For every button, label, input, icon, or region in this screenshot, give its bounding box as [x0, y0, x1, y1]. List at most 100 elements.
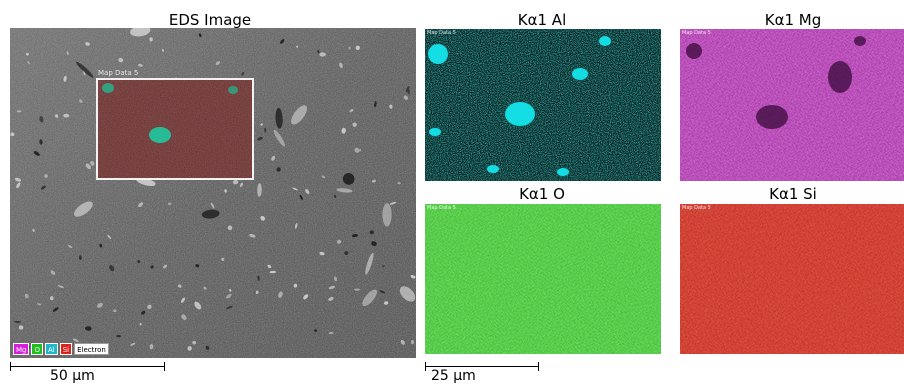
particle [328, 285, 336, 290]
particle [130, 28, 151, 37]
particle [116, 334, 121, 338]
particle [14, 321, 21, 323]
particle [192, 340, 197, 345]
legend-si: Si [59, 343, 73, 355]
particle [99, 243, 103, 248]
particle [291, 105, 308, 125]
particle [257, 275, 260, 281]
particle [333, 194, 337, 198]
particle [292, 187, 298, 191]
particle [10, 132, 15, 137]
particle [118, 57, 124, 63]
particle [339, 62, 343, 68]
particle [328, 297, 334, 301]
particle [275, 107, 283, 129]
particle [147, 304, 152, 310]
particle [141, 310, 146, 315]
particle [232, 179, 239, 185]
particle [137, 260, 141, 264]
particle [130, 342, 136, 346]
particle [359, 148, 362, 152]
map-title-o: Kα1 O [519, 185, 565, 203]
particle [239, 182, 244, 187]
particle [224, 189, 227, 193]
particle [18, 325, 24, 330]
particle [163, 264, 167, 269]
particle [241, 71, 245, 76]
particle [341, 127, 346, 134]
particle [389, 104, 393, 109]
particle [16, 110, 22, 113]
particle [226, 305, 233, 309]
eds-scale-bar: 50 µm [10, 362, 170, 384]
particle [379, 290, 385, 294]
particle [150, 265, 154, 269]
particle [348, 46, 351, 50]
particle [276, 167, 281, 172]
particle [37, 303, 42, 306]
particle [201, 209, 220, 219]
particle [181, 314, 187, 321]
particle [63, 75, 67, 82]
particle [113, 309, 117, 313]
particle [187, 346, 192, 351]
particle [137, 63, 143, 67]
particle [328, 332, 334, 334]
particle [369, 230, 374, 235]
particle [293, 283, 298, 288]
particle [194, 301, 202, 310]
particle [39, 139, 43, 145]
particle [400, 340, 405, 345]
particle [221, 257, 225, 261]
particle [55, 114, 59, 118]
particle [294, 222, 298, 229]
particle [411, 340, 414, 345]
map-o: Map Data 5 [425, 204, 661, 354]
particle [410, 274, 416, 279]
element-legend: Mg O Al Si Electron [13, 343, 109, 355]
eds-electron-image: Map Data 5 Mg O Al Si Electron [10, 28, 416, 358]
particle [382, 203, 392, 227]
particle [52, 307, 59, 312]
particle [50, 270, 56, 275]
particle [50, 296, 54, 301]
particle [27, 61, 30, 65]
particle [85, 326, 92, 331]
particle [267, 264, 272, 269]
particle [299, 194, 303, 200]
particle [195, 264, 200, 268]
particle [24, 293, 29, 299]
particle [278, 291, 283, 298]
map-mg: Map Data 5 [680, 29, 904, 181]
eds-image-title: EDS Image [168, 11, 252, 29]
particle [180, 297, 186, 303]
particle [353, 288, 361, 291]
eds-scale-label: 50 µm [50, 368, 95, 384]
particle [351, 234, 359, 238]
map-title-si: Kα1 Si [769, 185, 817, 203]
particle [314, 329, 318, 333]
particle [96, 302, 103, 308]
particle [303, 294, 309, 300]
roi-overlay [98, 80, 252, 178]
particle [25, 52, 29, 56]
particle [225, 293, 232, 299]
particle [14, 177, 22, 182]
particle [264, 127, 267, 133]
particle [257, 183, 262, 197]
particle [269, 270, 277, 274]
particle [273, 129, 286, 147]
particle [319, 251, 325, 256]
particle [167, 202, 172, 206]
particle [90, 161, 95, 166]
particle [305, 189, 310, 194]
map-si: Map Data 5 [680, 204, 904, 354]
map-title-mg: Kα1 Mg [764, 11, 822, 29]
particle [44, 174, 48, 178]
particle [321, 175, 326, 179]
particle [227, 225, 233, 231]
particle [149, 37, 153, 42]
particle [85, 42, 90, 46]
particle [257, 136, 263, 141]
particle [399, 286, 416, 302]
